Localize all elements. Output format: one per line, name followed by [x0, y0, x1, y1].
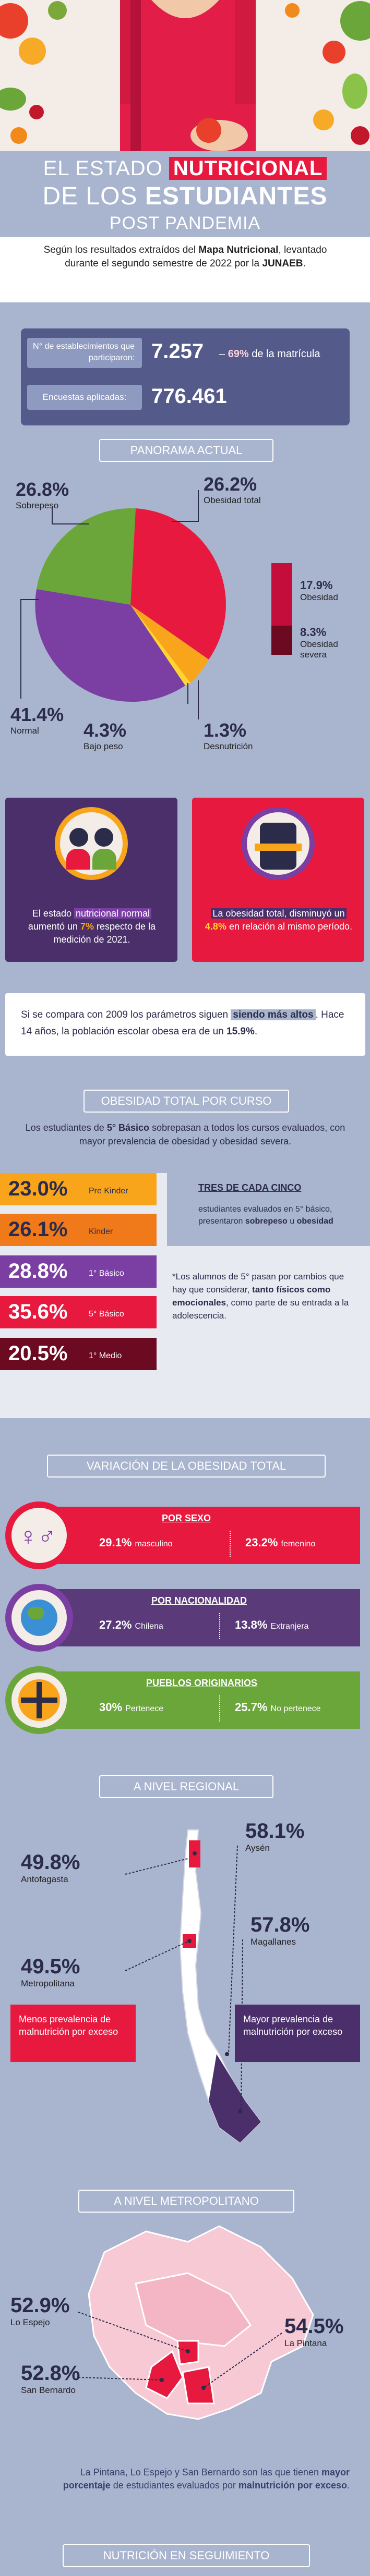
student-with-fruits-illustration	[0, 0, 370, 151]
mapuche-symbol-icon	[5, 1666, 73, 1734]
section-heading-variation: VARIACIÓN DE LA OBESIDAD TOTAL	[47, 1455, 326, 1478]
variation-indigenous-belongs: 30% Pertenece	[99, 1701, 164, 1714]
establishments-pct-line: – 69% de la matrícula	[219, 348, 320, 360]
three-of-five-title: TRES DE CADA CINCO	[198, 1182, 302, 1193]
three-of-five-box: TRES DE CADA CINCO estudiantes evaluados…	[167, 1173, 370, 1246]
metro-map-section: 52.9% Lo Espejo 52.8% San Bernardo 54.5%…	[0, 2221, 370, 2461]
variation-sex: ♀♂ POR SEXO 29.1% masculino 23.2% femeni…	[5, 1501, 365, 1569]
intro-text: Según los resultados extraídos del Mapa …	[43, 245, 327, 269]
commune-la-pintana: 54.5% La Pintana	[284, 2315, 344, 2348]
section-heading-regional: A NIVEL REGIONAL	[99, 1775, 273, 1798]
region-magallanes: 57.8% Magallanes	[250, 1913, 310, 1947]
course-1-medio: 20.5% 1° Medio	[0, 1338, 157, 1370]
variation-nationality-foreign: 13.8% Extranjera	[235, 1618, 309, 1631]
surveys-value: 776.461	[151, 385, 227, 408]
santiago-map-icon	[78, 2225, 314, 2420]
variation-nationality-title: POR NACIONALIDAD	[151, 1595, 247, 1606]
title-line-1: EL ESTADO NUTRICIONAL	[0, 156, 370, 180]
section-heading-followup: NUTRICIÓN EN SEGUIMIENTO	[63, 2544, 310, 2567]
pie-slice-desnutricion	[130, 605, 190, 686]
metro-footer-text: La Pintana, Lo Espejo y San Bernardo son…	[63, 2467, 350, 2490]
label-sobrepeso: 26.8% Sobrepeso	[16, 479, 69, 510]
title-line-3: POST PANDEMIA	[109, 213, 261, 233]
commune-san-bernardo: 52.8% San Bernardo	[21, 2362, 80, 2395]
label-obesidad-total: 26.2% Obesidad total	[204, 473, 261, 505]
normal-increase-card: El estado nutricional normal aumentó un …	[5, 798, 177, 962]
title-line-2: DE LOS ESTUDIANTES	[0, 182, 370, 211]
surveys-label: Encuestas aplicadas:	[27, 385, 142, 410]
panorama-chart: 26.8% Sobrepeso 26.2% Obesidad total 41.…	[0, 473, 370, 772]
label-bajo-peso: 4.3% Bajo peso	[83, 719, 127, 751]
compare-box: Si se compara con 2009 los parámetros si…	[5, 993, 365, 1056]
section-heading-courses: OBESIDAD TOTAL POR CURSO	[83, 1090, 289, 1113]
variation-indigenous: PUEBLOS ORIGINARIOS 30% Pertenece 25.7% …	[5, 1666, 365, 1734]
more-prevalence-box: Mayor prevalencia de malnutrición por ex…	[235, 2005, 360, 2062]
title-block: EL ESTADO NUTRICIONAL DE LOS ESTUDIANTES…	[0, 151, 370, 237]
course-5-basico: 35.6% 5° Básico	[0, 1296, 157, 1328]
commune-lo-espejo: 52.9% Lo Espejo	[10, 2294, 70, 2327]
students-icon	[55, 807, 128, 880]
variation-nationality: POR NACIONALIDAD 27.2% Chilena 13.8% Ext…	[5, 1584, 365, 1652]
variation-indigenous-not-belongs: 25.7% No pertenece	[235, 1701, 321, 1714]
variation-sex-female: 23.2% femenino	[245, 1536, 316, 1549]
title-text: DE LOS	[42, 182, 138, 210]
establishments-value: 7.257	[151, 340, 204, 363]
pie-slice-bajo-peso	[130, 605, 209, 683]
stats-card: N° de establecimientos que participaron:…	[21, 328, 350, 425]
region-antofagasta: 49.8% Antofagasta	[21, 1851, 80, 1884]
courses-intro: Los estudiantes de 5° Básico sobrepasan …	[25, 1122, 345, 1146]
title-highlight: ESTUDIANTES	[145, 182, 328, 210]
variation-sex-title: POR SEXO	[162, 1513, 211, 1523]
obesity-decrease-text: La obesidad total, disminuyó un 4.8% en …	[205, 908, 353, 932]
compare-text: Si se compara con 2009 los parámetros si…	[21, 1009, 344, 1037]
normal-increase-text: El estado nutricional normal aumentó un …	[28, 908, 156, 945]
label-normal: 41.4% Normal	[10, 704, 64, 736]
region-metropolitana: 49.5% Metropolitana	[21, 1955, 80, 1988]
obesity-decrease-card: La obesidad total, disminuyó un 4.8% en …	[192, 798, 364, 962]
region-aysen: 58.1% Aysén	[245, 1820, 305, 1853]
title-highlight: NUTRICIONAL	[169, 157, 327, 180]
title-text: EL ESTADO	[43, 157, 163, 180]
severe-obesity-bar	[271, 626, 292, 655]
intro-section: Según los resultados extraídos del Mapa …	[0, 237, 370, 302]
label-obesidad: 17.9% Obesidad	[300, 579, 338, 602]
pie-slice-obesidad	[130, 508, 226, 660]
chile-map-icon	[125, 1829, 262, 2144]
three-of-five-text: estudiantes evaluados en 5° básico, pres…	[198, 1205, 333, 1226]
variation-sex-male: 29.1% masculino	[99, 1536, 173, 1549]
course-pre-kinder: 23.0% Pre Kinder	[0, 1173, 157, 1205]
course-kinder: 26.1% Kinder	[0, 1214, 157, 1246]
regional-map-section: 49.8% Antofagasta 49.5% Metropolitana 58…	[0, 1809, 370, 2174]
pie-slice-sobrepeso	[37, 508, 136, 605]
pie-chart	[20, 490, 292, 719]
globe-icon	[5, 1584, 73, 1652]
pie-slice-normal	[35, 589, 185, 702]
gender-icon: ♀♂	[5, 1501, 73, 1569]
section-heading-metro: A NIVEL METROPOLITANO	[78, 2190, 294, 2213]
course-1-basico: 28.8% 1° Básico	[0, 1255, 157, 1288]
section-heading-panorama: PANORAMA ACTUAL	[99, 439, 273, 462]
obesity-bar	[271, 563, 292, 626]
label-desnutricion: 1.3% Desnutrición	[204, 719, 253, 751]
hero-image	[0, 0, 370, 151]
less-prevalence-box: Menos prevalencia de malnutrición por ex…	[10, 2005, 136, 2062]
courses-panel: 23.0% Pre Kinder 26.1% Kinder 28.8% 1° B…	[0, 1173, 370, 1418]
label-obesidad-severa: 8.3% Obesidad severa	[300, 626, 338, 660]
variation-nationality-chilean: 27.2% Chilena	[99, 1618, 163, 1631]
variation-indigenous-title: PUEBLOS ORIGINARIOS	[146, 1678, 258, 1688]
establishments-label: N° de establecimientos que participaron:	[27, 338, 142, 368]
waist-measure-icon	[242, 807, 315, 880]
fifth-grade-note: *Los alumnos de 5° pasan por cambios que…	[172, 1272, 349, 1321]
